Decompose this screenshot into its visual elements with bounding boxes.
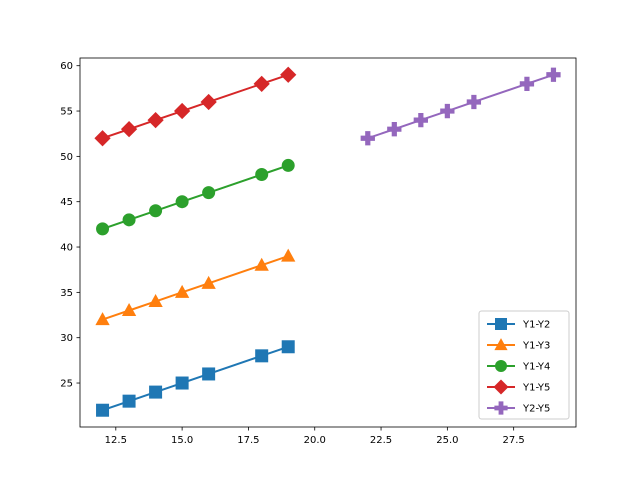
y-tick-label: 40 <box>60 243 73 254</box>
data-point <box>281 158 295 172</box>
y-tick-label: 35 <box>60 288 73 299</box>
legend-label: Y1-Y4 <box>522 362 550 373</box>
data-point <box>173 102 191 120</box>
legend-label: Y1-Y2 <box>522 320 550 331</box>
axes-frame <box>79 57 577 428</box>
y-tick-label: 25 <box>60 379 73 390</box>
data-point <box>148 293 163 307</box>
y-tick-label: 50 <box>60 152 73 163</box>
data-point <box>175 195 189 209</box>
data-point <box>122 213 136 227</box>
legend-item: Y1-Y4 <box>487 360 550 373</box>
data-point <box>202 186 216 200</box>
legend-label: Y2-Y5 <box>522 404 550 415</box>
data-point <box>122 394 136 408</box>
x-tick-label: 12.5 <box>105 435 127 446</box>
data-point <box>200 93 217 111</box>
data-point <box>360 131 375 146</box>
data-point <box>96 222 110 236</box>
legend-marker <box>494 338 508 351</box>
data-point <box>149 385 163 399</box>
legend-item: Y1-Y5 <box>487 379 550 395</box>
data-point <box>281 248 296 262</box>
series-y1-y3 <box>95 248 296 326</box>
data-point <box>253 75 270 92</box>
legend-item: Y1-Y3 <box>487 338 550 352</box>
data-point <box>255 349 269 363</box>
data-point <box>202 367 216 381</box>
data-point <box>147 111 164 129</box>
data-point <box>466 94 482 110</box>
data-point <box>255 168 269 182</box>
x-tick-label: 22.5 <box>370 435 392 446</box>
legend-marker <box>495 360 507 372</box>
data-point <box>519 76 535 91</box>
data-point <box>281 340 295 354</box>
x-tick-label: 27.5 <box>503 435 525 446</box>
legend-label: Y1-Y3 <box>522 341 550 352</box>
legend-item: Y2-Y5 <box>487 401 550 415</box>
legend: Y1-Y2 Y1-Y3 Y1-Y4 Y1-Y5 Y2-Y5 <box>478 310 570 420</box>
legend-marker <box>493 379 509 395</box>
series-y1-y5 <box>94 66 297 147</box>
series-y1-y2 <box>96 340 295 417</box>
data-point <box>387 122 402 137</box>
series-y1-y4 <box>96 158 295 236</box>
data-point <box>280 66 297 83</box>
data-point <box>413 112 428 128</box>
legend-label: Y1-Y5 <box>522 383 550 394</box>
plot-area <box>94 66 561 417</box>
legend-marker <box>495 318 507 330</box>
data-point <box>96 403 110 417</box>
data-point <box>546 67 561 82</box>
x-axis: 12.5 15.0 17.5 20.0 22.5 25.0 27.5 <box>105 427 525 446</box>
y-tick-label: 60 <box>60 61 73 72</box>
data-point <box>149 204 163 218</box>
x-tick-label: 15.0 <box>171 435 193 446</box>
legend-item: Y1-Y2 <box>487 318 550 331</box>
series-y2-y5 <box>360 67 561 146</box>
y-tick-label: 30 <box>60 333 73 344</box>
x-tick-label: 25.0 <box>436 435 458 446</box>
data-point <box>120 121 138 138</box>
x-tick-label: 17.5 <box>237 435 259 446</box>
y-tick-label: 55 <box>60 107 73 118</box>
data-point <box>94 130 111 147</box>
data-point <box>201 275 216 289</box>
data-point <box>440 103 455 119</box>
y-tick-label: 45 <box>60 197 73 208</box>
y-axis: 25 30 35 40 45 50 55 60 <box>60 61 80 390</box>
data-point <box>254 257 269 271</box>
data-point <box>174 284 190 298</box>
data-point <box>121 303 137 317</box>
legend-marker <box>494 401 508 415</box>
x-tick-label: 20.0 <box>304 435 326 446</box>
data-point <box>95 312 110 326</box>
data-point <box>175 376 189 390</box>
